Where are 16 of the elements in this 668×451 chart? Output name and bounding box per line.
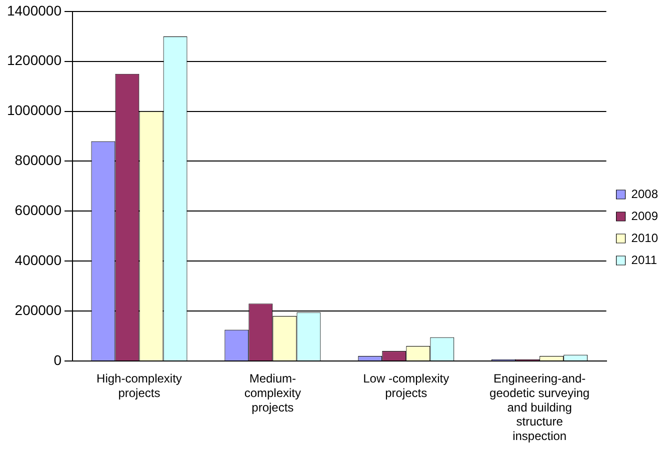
x-tick-label: Medium-complexity projects [244, 372, 302, 414]
x-tick-label: Engineering-and-geodetic surveying and building structure inspection [490, 372, 590, 444]
y-tick-label: 1000000 [6, 102, 62, 118]
y-tick-label: 200000 [14, 302, 62, 318]
legend-label: 2011 [631, 252, 658, 267]
legend-label: 2008 [631, 186, 658, 201]
y-tick-label: 800000 [14, 152, 62, 168]
x-tick-label: High-complexity projects [96, 372, 182, 400]
legend-label: 2009 [631, 208, 658, 223]
y-tick-label: 1200000 [6, 52, 62, 68]
legend-label: 2010 [631, 230, 658, 245]
y-tick-label: 1400000 [6, 2, 62, 18]
y-tick-label: 0 [54, 352, 62, 368]
y-tick-label: 600000 [14, 202, 62, 218]
x-tick-label: Low -complexity projects [363, 372, 450, 400]
y-tick-label: 400000 [14, 252, 62, 268]
